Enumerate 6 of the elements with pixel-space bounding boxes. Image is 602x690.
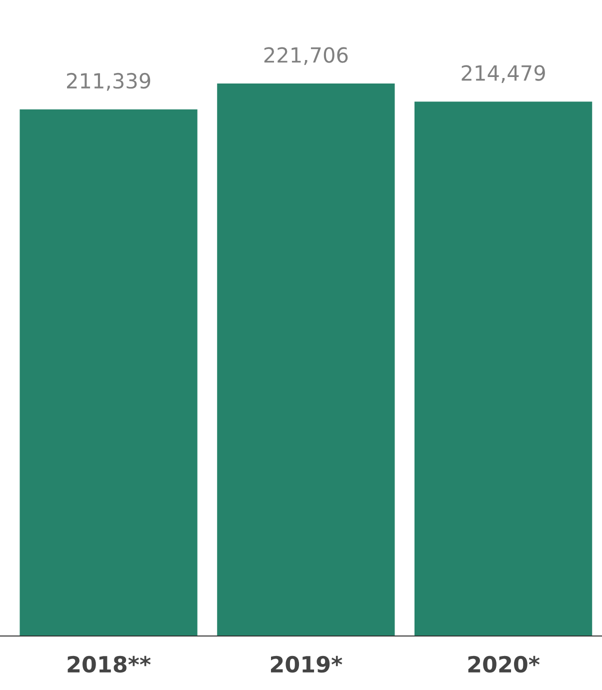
x-tick-label: 2019* [270,656,342,673]
x-tick-label: 2020* [468,656,540,673]
x-tick-label: 2018** [68,656,151,673]
data-label: 211,339 [67,72,150,91]
data-label: 214,479 [462,65,545,83]
data-label: 221,706 [264,47,348,65]
